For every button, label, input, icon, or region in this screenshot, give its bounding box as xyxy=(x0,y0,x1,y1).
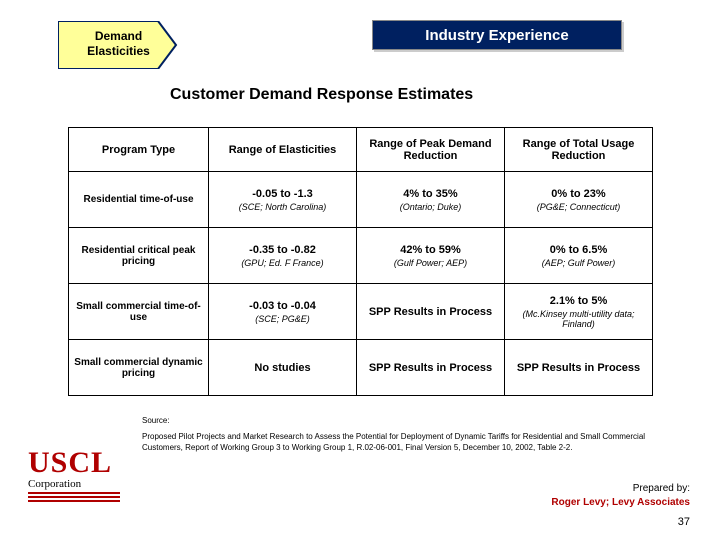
table-cell: 2.1% to 5%(Mc.Kinsey multi-utility data;… xyxy=(505,284,653,340)
table-cell: -0.35 to -0.82(GPU; Ed. F France) xyxy=(209,228,357,284)
banner-title: Industry Experience xyxy=(425,27,568,44)
prepared-by-label: Prepared by: xyxy=(551,482,690,496)
table-row: Residential critical peak pricing-0.35 t… xyxy=(69,228,653,284)
source-text: Proposed Pilot Projects and Market Resea… xyxy=(142,432,645,451)
table-header-row: Program Type Range of Elasticities Range… xyxy=(69,128,653,172)
source-label: Source: xyxy=(142,416,672,426)
col-total-reduction: Range of Total Usage Reduction xyxy=(505,128,653,172)
table-cell: SPP Results in Process xyxy=(357,284,505,340)
table-row: Small commercial dynamic pricingNo studi… xyxy=(69,340,653,396)
table-cell: 0% to 23%(PG&E; Connecticut) xyxy=(505,172,653,228)
logo-lines xyxy=(28,492,120,502)
table-row: Small commercial time-of-use-0.03 to -0.… xyxy=(69,284,653,340)
col-program-type: Program Type xyxy=(69,128,209,172)
footer: Prepared by: Roger Levy; Levy Associates xyxy=(551,482,690,510)
row-label: Residential time-of-use xyxy=(69,172,209,228)
table-cell: 42% to 59%(Gulf Power; AEP) xyxy=(357,228,505,284)
col-elasticities: Range of Elasticities xyxy=(209,128,357,172)
source-block: Source: Proposed Pilot Projects and Mark… xyxy=(142,416,672,453)
section-title: Customer Demand Response Estimates xyxy=(170,86,473,104)
table-cell: No studies xyxy=(209,340,357,396)
banner: Industry Experience xyxy=(372,20,622,50)
table-cell: SPP Results in Process xyxy=(505,340,653,396)
row-label: Small commercial dynamic pricing xyxy=(69,340,209,396)
row-label: Residential critical peak pricing xyxy=(69,228,209,284)
table-cell: 4% to 35%(Ontario; Duke) xyxy=(357,172,505,228)
table-cell: SPP Results in Process xyxy=(357,340,505,396)
elasticity-table: Program Type Range of Elasticities Range… xyxy=(68,127,653,396)
chevron-line2: Elasticities xyxy=(87,44,150,58)
row-label: Small commercial time-of-use xyxy=(69,284,209,340)
table-cell: -0.03 to -0.04(SCE; PG&E) xyxy=(209,284,357,340)
table-row: Residential time-of-use-0.05 to -1.3(SCE… xyxy=(69,172,653,228)
chevron-line1: Demand xyxy=(95,29,142,43)
table-cell: 0% to 6.5%(AEP; Gulf Power) xyxy=(505,228,653,284)
logo: USCL Corporation xyxy=(28,446,120,504)
col-peak-reduction: Range of Peak Demand Reduction xyxy=(357,128,505,172)
author: Roger Levy; Levy Associates xyxy=(551,496,690,510)
table-cell: -0.05 to -1.3(SCE; North Carolina) xyxy=(209,172,357,228)
page-number: 37 xyxy=(678,516,690,528)
logo-main: USCL xyxy=(28,446,120,480)
chevron-label: Demand Elasticities xyxy=(58,21,178,69)
